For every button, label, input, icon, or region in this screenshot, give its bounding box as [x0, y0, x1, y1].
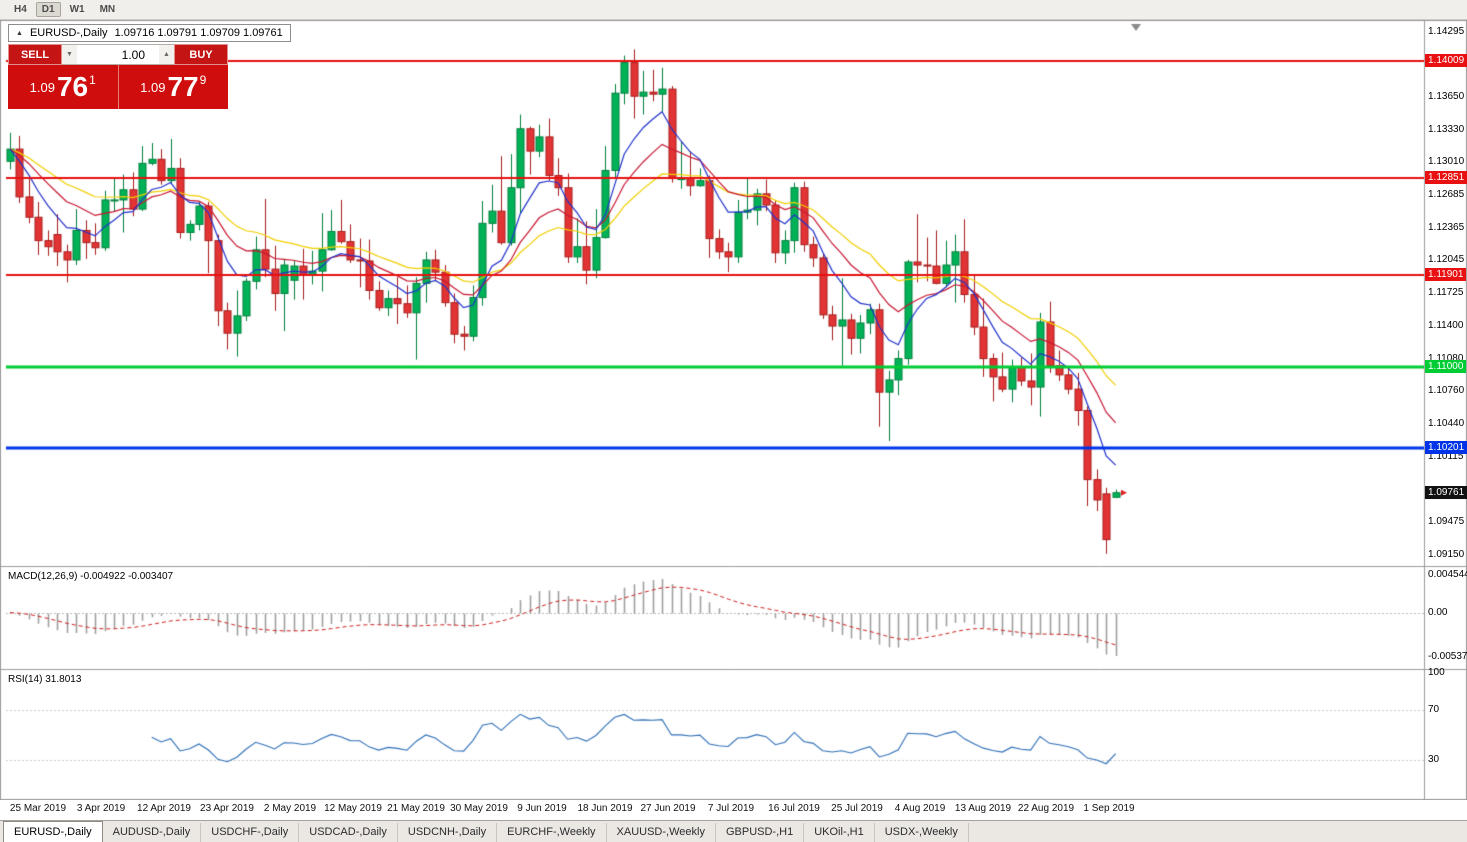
macd-axis-label: -0.0053730	[1428, 650, 1467, 662]
chart-tab-usdcad-daily[interactable]: USDCAD-,Daily	[299, 823, 398, 842]
buy-price-pipette: 9	[199, 73, 207, 87]
chart-tab-gbpusd-h1[interactable]: GBPUSD-,H1	[716, 823, 805, 842]
date-axis-label: 25 Mar 2019	[9, 803, 67, 814]
price-axis[interactable]: 1.14295 1.13650 1.13330 1.13010 1.12685 1.123…	[1425, 20, 1467, 800]
chart-tab-bar: EURUSD-,Daily AUDUSD-,Daily USDCHF-,Daily U…	[0, 820, 1467, 842]
chart-ohlc-values: 1.09716 1.09791 1.09709 1.09761	[114, 27, 283, 39]
price-tag-1.11000: 1.11000	[1425, 359, 1467, 373]
sell-price-prefix: 1.09	[29, 79, 55, 95]
date-axis[interactable]: 25 Mar 2019 3 Apr 2019 12 Apr 2019 23 Apr 2…	[0, 800, 1424, 820]
timeframe-toolbar: H4 D1 W1 MN	[0, 0, 1467, 20]
price-tag-1.11901: 1.11901	[1425, 268, 1467, 282]
sell-price-display[interactable]: 1.09 76 1	[8, 65, 119, 109]
volume-increase-button[interactable]: ▲	[159, 44, 174, 65]
volume-input[interactable]: 1.00	[77, 44, 159, 65]
macd-axis-label: 0.004544	[1428, 569, 1467, 581]
price-axis-label: 1.12365	[1428, 221, 1465, 233]
macd-axis-label: 0.00	[1428, 606, 1448, 618]
chart-tab-audusd-daily[interactable]: AUDUSD-,Daily	[103, 823, 202, 842]
price-tag-1.10201: 1.10201	[1425, 440, 1467, 454]
sell-price-big-digits: 76	[56, 71, 89, 102]
date-axis-label: 27 Jun 2019	[640, 803, 696, 814]
buy-price-display[interactable]: 1.09 77 9	[119, 65, 229, 109]
price-axis-label: 1.09475	[1428, 515, 1465, 527]
macd-indicator-label: MACD(12,26,9) -0.004922 -0.003407	[8, 571, 173, 582]
date-axis-label: 22 Aug 2019	[1017, 803, 1075, 814]
rsi-axis-label: 100	[1428, 667, 1445, 678]
volume-decrease-button[interactable]: ▼	[62, 44, 77, 65]
macd-name: MACD(12,26,9)	[8, 571, 78, 582]
chart-canvas[interactable]	[0, 20, 1467, 800]
chart-tab-eurchf-weekly[interactable]: EURCHF-,Weekly	[497, 823, 607, 842]
chart-symbol-period: EURUSD-,Daily	[29, 27, 108, 39]
chart-tab-xauusd-weekly[interactable]: XAUUSD-,Weekly	[607, 823, 716, 842]
sell-button[interactable]: SELL	[8, 44, 62, 65]
chart-title-bar: ▲ EURUSD-,Daily 1.09716 1.09791 1.09709 …	[8, 24, 291, 42]
trade-prices-row: 1.09 76 1 1.09 77 9	[8, 65, 228, 109]
chart-tab-eurusd-daily[interactable]: EURUSD-,Daily	[3, 821, 103, 842]
price-axis-label: 1.12685	[1428, 189, 1465, 201]
date-axis-label: 16 Jul 2019	[768, 803, 820, 814]
price-axis-label: 1.11400	[1428, 320, 1464, 332]
buy-button[interactable]: BUY	[174, 44, 228, 65]
rsi-indicator-label: RSI(14) 31.8013	[8, 674, 81, 685]
macd-values: -0.004922 -0.003407	[80, 571, 174, 582]
date-axis-label: 12 May 2019	[324, 803, 382, 814]
price-axis-label: 1.10440	[1428, 417, 1465, 429]
date-axis-label: 13 Aug 2019	[954, 803, 1012, 814]
date-axis-label: 9 Jun 2019	[517, 803, 567, 814]
date-axis-label: 7 Jul 2019	[707, 803, 755, 814]
price-axis-label: 1.12045	[1428, 254, 1465, 266]
rsi-axis-label: 30	[1428, 753, 1440, 765]
price-axis-label: 1.10760	[1428, 385, 1465, 397]
price-axis-label: 1.14295	[1428, 25, 1465, 37]
buy-price-prefix: 1.09	[140, 79, 166, 95]
price-axis-label: 1.13650	[1428, 91, 1465, 103]
buy-price-big-digits: 77	[167, 71, 199, 102]
date-axis-label: 21 May 2019	[387, 803, 445, 814]
chart-tab-usdcnh-daily[interactable]: USDCNH-,Daily	[398, 823, 498, 842]
date-axis-label: 3 Apr 2019	[76, 803, 126, 814]
date-axis-label: 1 Sep 2019	[1083, 803, 1135, 814]
chart-tab-usdx-weekly[interactable]: USDX-,Weekly	[875, 823, 969, 842]
price-axis-label: 1.11080	[1428, 352, 1464, 364]
price-tag-1.12851: 1.12851	[1425, 171, 1467, 185]
chart-tab-ukoil-h1[interactable]: UKOil-,H1	[804, 823, 875, 842]
price-tag-1.14009: 1.14009	[1425, 53, 1467, 67]
rsi-value: 31.8013	[45, 674, 82, 685]
timeframe-mn-button[interactable]: MN	[99, 4, 116, 15]
date-axis-label: 23 Apr 2019	[200, 803, 254, 814]
date-axis-label: 2 May 2019	[263, 803, 317, 814]
one-click-trading-panel: SELL ▼ 1.00 ▲ BUY 1.09 76 1 1.09 77 9	[8, 44, 228, 109]
rsi-axis-label: 70	[1428, 704, 1440, 716]
sell-price-pipette: 1	[89, 73, 96, 87]
collapse-trade-panel-icon[interactable]: ▲	[16, 29, 23, 37]
date-axis-label: 12 Apr 2019	[137, 803, 191, 814]
price-axis-label: 1.11725	[1428, 287, 1464, 298]
date-axis-label: 4 Aug 2019	[894, 803, 946, 814]
chart-window: ▲ EURUSD-,Daily 1.09716 1.09791 1.09709 …	[0, 20, 1467, 800]
date-axis-label: 18 Jun 2019	[577, 803, 633, 814]
price-axis-label: 1.13010	[1428, 156, 1465, 168]
rsi-name: RSI(14)	[8, 674, 43, 685]
price-axis-label: 1.09150	[1428, 548, 1465, 560]
timeframe-d1-button[interactable]: D1	[35, 2, 61, 17]
trade-controls-row: SELL ▼ 1.00 ▲ BUY	[8, 44, 228, 65]
price-axis-label: 1.10115	[1428, 450, 1464, 462]
timeframe-w1-button[interactable]: W1	[69, 4, 85, 15]
date-axis-label: 30 May 2019	[450, 803, 508, 814]
timeframe-h4-button[interactable]: H4	[14, 4, 27, 15]
chart-tab-usdchf-daily[interactable]: USDCHF-,Daily	[201, 823, 300, 842]
price-axis-label: 1.13330	[1428, 123, 1465, 135]
date-axis-label: 25 Jul 2019	[831, 803, 883, 814]
price-tag-1.09761: 1.09761	[1425, 485, 1467, 499]
